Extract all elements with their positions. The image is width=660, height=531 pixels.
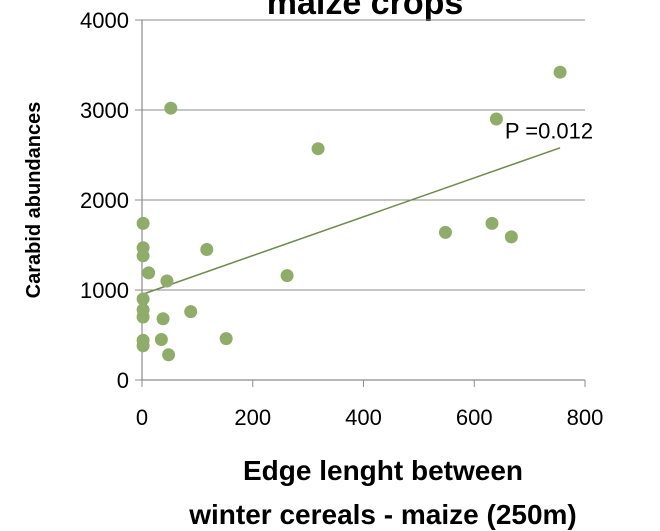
data-point-23 (553, 65, 567, 79)
x-tick-label-400: 400 (345, 405, 382, 430)
data-point-16 (219, 332, 233, 346)
p-value-annotation: P =0.012 (505, 119, 593, 144)
gridlines (142, 19, 585, 291)
data-point-5 (136, 310, 150, 324)
x-tick-label-200: 200 (234, 405, 271, 430)
y-tick-labels: 0 1000 2000 3000 4000 (80, 8, 129, 393)
y-tick-label-0: 0 (117, 368, 129, 393)
data-points (136, 65, 567, 362)
data-point-14 (184, 305, 198, 319)
y-tick-label-3000: 3000 (80, 98, 129, 123)
data-point-21 (489, 112, 503, 126)
x-axis-label-line1: Edge lenght between (243, 455, 523, 486)
chart-title: maize crops (267, 0, 464, 22)
y-tick-label-1000: 1000 (80, 278, 129, 303)
data-point-2 (136, 249, 150, 263)
x-tick-label-0: 0 (136, 405, 148, 430)
data-point-19 (438, 225, 452, 239)
x-tick-label-600: 600 (456, 405, 493, 430)
data-point-17 (280, 269, 294, 283)
y-tick-label-4000: 4000 (80, 8, 129, 33)
data-point-10 (154, 333, 168, 346)
trend-line (141, 147, 561, 296)
x-tick-label-800: 800 (567, 405, 604, 430)
x-tick-labels: 0 200 400 600 800 (136, 405, 603, 430)
y-tick-label-2000: 2000 (80, 188, 129, 213)
data-point-22 (504, 230, 518, 244)
data-point-9 (156, 312, 170, 326)
data-point-7 (136, 339, 150, 353)
y-axis-label: Carabid abundances (23, 102, 45, 299)
axes (135, 19, 586, 387)
data-point-18 (311, 142, 325, 156)
data-point-13 (164, 101, 178, 115)
data-point-12 (162, 348, 176, 362)
data-point-15 (200, 243, 214, 256)
data-point-20 (485, 216, 499, 230)
data-point-3 (136, 292, 150, 306)
data-point-11 (160, 274, 174, 288)
x-axis-label-line2: winter cereals - maize (250m) (188, 499, 577, 530)
data-point-0 (136, 216, 150, 230)
data-point-8 (142, 266, 156, 280)
